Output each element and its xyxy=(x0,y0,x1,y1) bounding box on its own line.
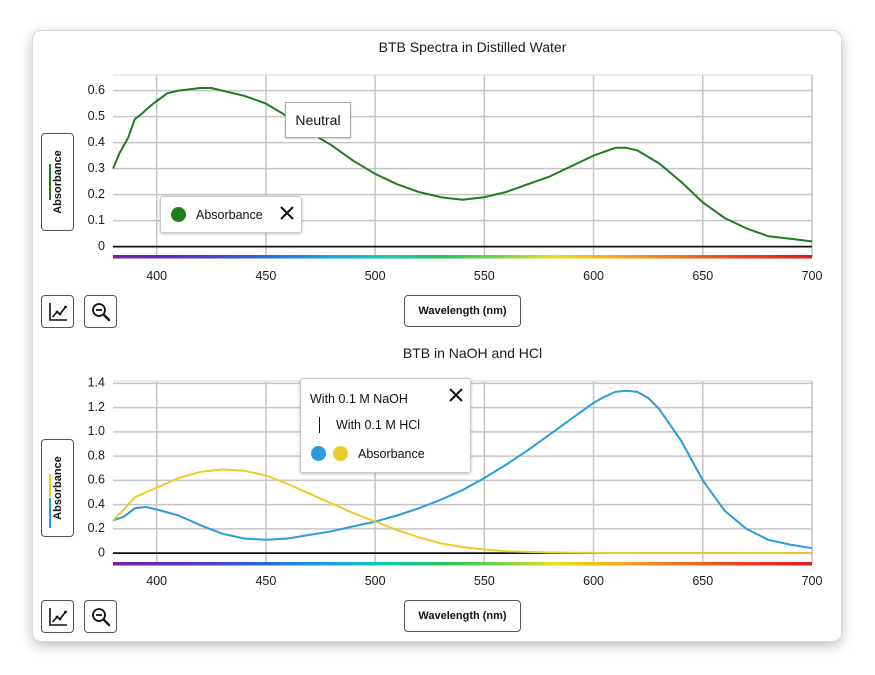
y-tick-label: 0.4 xyxy=(88,497,105,511)
legend-entry-absorbance: Absorbance xyxy=(311,446,425,461)
legend-2[interactable]: With 0.1 M NaOH With 0.1 M HCl Absorbanc… xyxy=(300,378,471,473)
x-tick-label: 450 xyxy=(255,574,276,588)
x-tick-label: 700 xyxy=(802,269,823,283)
legend-1[interactable]: Absorbance xyxy=(160,196,302,233)
x-tick-label: 600 xyxy=(583,574,604,588)
y-tick-label: 0.5 xyxy=(88,109,105,123)
zoom-out-icon xyxy=(91,607,110,626)
graph-window: BTB Spectra in Distilled Water 0 0.1 0.2 0.3… xyxy=(33,31,841,641)
legend-dot-absorbance xyxy=(171,207,186,222)
y-axis-label-button-1[interactable]: Absorbance xyxy=(41,133,74,231)
legend-label-absorbance: Absorbance xyxy=(196,207,263,222)
zoom-out-icon xyxy=(91,302,110,321)
line-graph-icon xyxy=(48,302,67,321)
wavelength-spectrum-bar xyxy=(113,255,812,259)
legend-line-swatch xyxy=(319,417,320,433)
y-tick-label: 0.6 xyxy=(88,473,105,487)
legend-dot-hcl xyxy=(333,446,348,461)
y-tick-label: 0.2 xyxy=(88,521,105,535)
legend-label-absorbance: Absorbance xyxy=(358,446,425,461)
y-axis-label: Absorbance xyxy=(51,456,64,520)
annotation-neutral[interactable]: Neutral xyxy=(285,102,351,138)
y-tick-label: 0.8 xyxy=(88,448,105,462)
graph-style-button-2[interactable] xyxy=(41,600,74,633)
y-axis-label-button-2[interactable]: Absorbance xyxy=(41,439,74,537)
chart-title: BTB Spectra in Distilled Water xyxy=(379,39,567,55)
y-tick-label: 0 xyxy=(98,545,105,559)
series-color-swatch-hcl xyxy=(49,474,51,497)
y-tick-label: 1.2 xyxy=(88,400,105,414)
x-tick-label: 400 xyxy=(146,574,167,588)
x-tick-label: 400 xyxy=(146,269,167,283)
y-tick-label: 0.1 xyxy=(88,213,105,227)
legend-entry-hcl: With 0.1 M HCl xyxy=(319,417,420,433)
series-color-swatch xyxy=(49,164,51,200)
graphs-canvas: BTB Spectra in Distilled Water 0 0.1 0.2 0.3… xyxy=(88,39,823,588)
y-tick-label: 1.0 xyxy=(88,424,105,438)
series-color-swatch-naoh xyxy=(49,498,51,528)
close-icon[interactable] xyxy=(448,387,464,403)
x-tick-label: 450 xyxy=(255,269,276,283)
y-tick-label: 0.2 xyxy=(88,187,105,201)
x-tick-label: 550 xyxy=(474,269,495,283)
x-tick-label: 550 xyxy=(474,574,495,588)
y-tick-label: 1.4 xyxy=(88,376,105,390)
zoom-out-button-1[interactable] xyxy=(84,295,117,328)
y-tick-label: 0.6 xyxy=(88,83,105,97)
legend-dot-naoh xyxy=(311,446,326,461)
series-line-2-1 xyxy=(112,389,813,550)
x-tick-label: 650 xyxy=(692,269,713,283)
wavelength-spectrum-bar xyxy=(113,562,812,566)
series-line-2-2 xyxy=(112,468,812,555)
y-tick-label: 0.3 xyxy=(88,161,105,175)
x-tick-label: 500 xyxy=(365,574,386,588)
chart-title: BTB in NaOH and HCl xyxy=(403,345,542,361)
y-axis-label: Absorbance xyxy=(51,150,64,214)
zoom-out-button-2[interactable] xyxy=(84,600,117,633)
x-tick-label: 700 xyxy=(802,574,823,588)
y-tick-label: 0.4 xyxy=(88,135,105,149)
legend-label-naoh: With 0.1 M NaOH xyxy=(310,392,408,406)
x-axis-label-button-1[interactable]: Wavelength (nm) xyxy=(404,295,521,327)
x-tick-label: 500 xyxy=(365,269,386,283)
x-axis-label-button-2[interactable]: Wavelength (nm) xyxy=(404,600,521,632)
x-tick-label: 650 xyxy=(692,574,713,588)
legend-label-hcl: With 0.1 M HCl xyxy=(336,418,421,432)
graph-style-button-1[interactable] xyxy=(41,295,74,328)
line-graph-icon xyxy=(48,607,67,626)
series-line-1-1 xyxy=(112,87,813,243)
legend-entry-naoh: With 0.1 M NaOH xyxy=(310,392,408,406)
x-tick-label: 600 xyxy=(583,269,604,283)
y-tick-label: 0 xyxy=(98,239,105,253)
close-icon[interactable] xyxy=(279,205,295,221)
chart-1: BTB Spectra in Distilled Water 0 0.1 0.2 0.3… xyxy=(88,39,823,283)
